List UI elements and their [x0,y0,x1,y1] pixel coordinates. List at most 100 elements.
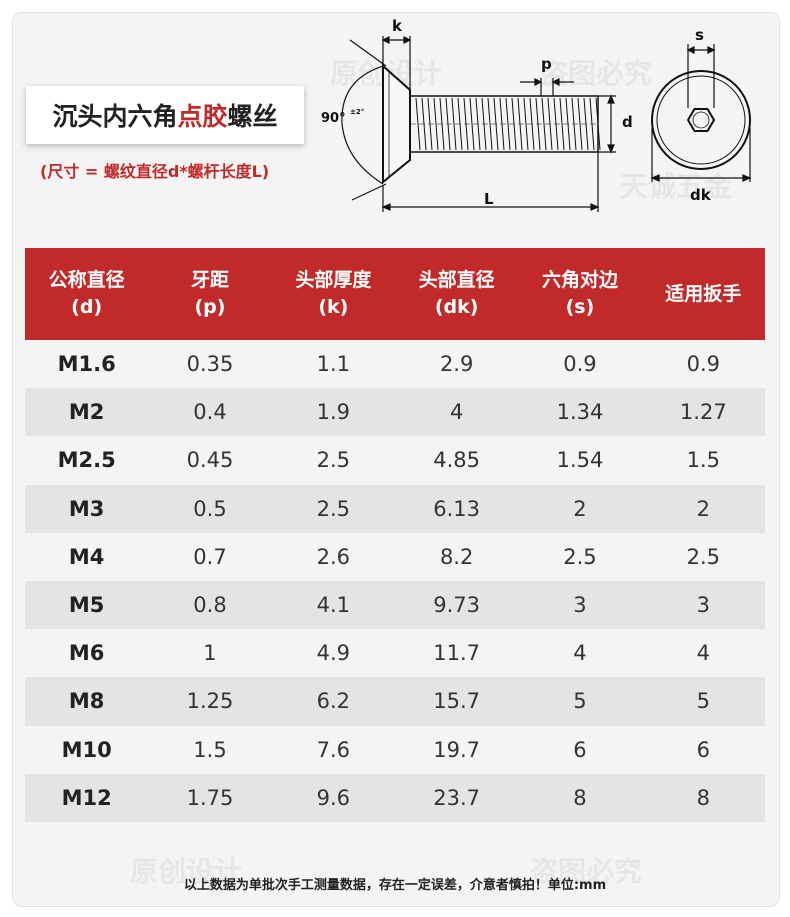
thread-line [535,97,541,151]
column-header-symbol: (p) [194,296,226,318]
size-formula-note: (尺寸 = 螺纹直径d*螺杆长度L) [40,162,270,181]
table-row: M6 1 4.9 11.7 4 4 [25,629,765,678]
value-cell: 6.2 [316,689,351,714]
thread-line [451,97,457,151]
value-cell: 2.5 [316,448,351,473]
thread-line [421,97,427,151]
value-cell: 4 [696,641,710,666]
size-cell: M3 [68,496,105,521]
value-cell: 6 [573,737,587,762]
table-header: 公称直径 (d) 牙距 (p) 头部厚度 (k) 头部直径 (dk) 六角对边 (s) 适用扳手 [25,248,765,340]
thread-line [505,97,511,151]
value-cell: 9.6 [316,785,351,810]
column-header-label: 六角对边 [541,269,618,291]
value-cell: 2.6 [316,544,351,569]
label-L: L [484,190,494,208]
column-header-symbol: (s) [565,296,595,318]
thread-line [475,97,481,151]
size-cell: M8 [68,689,105,714]
value-cell: 2.5 [686,544,720,569]
value-cell: 4.9 [316,641,351,666]
value-cell: 5 [696,689,710,714]
column-header: 头部厚度 (k) [272,248,395,340]
table-row: M5 0.8 4.1 9.73 3 3 [25,580,765,630]
value-cell: 4 [449,400,464,425]
value-cell: 11.7 [433,641,481,666]
table-row: M2.5 0.45 2.5 4.85 1.54 1.5 [25,436,765,485]
value-cell: 6.13 [433,496,481,521]
disclaimer-note: 以上数据为单批次手工测量数据，存在一定误差，介意者慎拍！单位:mm [183,878,607,893]
column-header-symbol: (d) [71,296,103,318]
value-cell: 15.7 [433,689,481,714]
column-header-label: 牙距 [190,269,229,291]
title-part2: 螺丝 [227,102,278,131]
size-cell: M5 [68,593,105,618]
value-cell: 2 [696,496,710,521]
table-row: M1.6 0.35 1.1 2.9 0.9 0.9 [25,340,765,389]
value-cell: 8 [696,785,710,810]
value-cell: 4.85 [433,448,481,473]
thread-line [457,97,463,151]
column-header: 六角对边 (s) [518,248,641,340]
thread-line [565,97,571,151]
label-tolerance: ±2° [350,108,364,116]
value-cell: 1.5 [193,737,227,762]
thread-line [433,97,439,151]
value-cell: 1.25 [186,689,234,714]
thread-line [523,97,529,151]
table-body: M1.6 0.35 1.1 2.9 0.9 0.9 M2 0.4 1.9 4 1.34 1.27 M2.… [25,340,765,822]
thread-line [469,97,475,151]
thread-line [553,97,559,151]
value-cell: 8 [573,785,587,810]
title-highlight: 点胶 [177,102,228,131]
value-cell: 1.54 [556,448,604,473]
value-cell: 1 [203,641,217,666]
value-cell: 0.35 [186,352,234,377]
table-row: M2 0.4 1.9 4 1.34 1.27 [25,388,765,437]
thread-line [439,97,445,151]
thread-line [427,97,433,151]
table-row: M10 1.5 7.6 19.7 6 6 [25,725,765,774]
value-cell: 0.9 [563,352,597,377]
value-cell: 3 [573,593,587,618]
thread-line [541,97,547,151]
value-cell: 2.5 [563,544,597,569]
value-cell: 0.5 [193,496,227,521]
value-cell: 0.8 [193,593,227,618]
value-cell: 0.9 [686,352,720,377]
product-title: 沉头内六角 点胶 螺丝 [26,86,304,144]
label-d: d [622,113,633,131]
thread-line [547,97,553,151]
size-cell: M1.6 [57,352,116,377]
thread-line [511,97,517,151]
label-s: s [695,26,704,44]
thread-line [577,97,583,151]
spec-table: 公称直径 (d) 牙距 (p) 头部厚度 (k) 头部直径 (dk) 六角对边 (s) 适用扳手 M… [25,248,765,822]
column-header: 公称直径 (d) [25,248,148,340]
size-cell: M4 [68,544,105,569]
label-p: p [541,55,552,73]
thread-line [445,97,451,151]
thread-line [493,97,499,151]
thread-line [415,97,421,151]
column-header-symbol: (dk) [434,296,479,318]
label-dk: dk [690,186,712,204]
thread-line [463,97,469,151]
size-cell: M2.5 [57,448,116,473]
thread-line [571,97,577,151]
value-cell: 19.7 [433,737,481,762]
thread-line [481,97,487,151]
value-cell: 5 [573,689,587,714]
table-row: M4 0.7 2.6 8.2 2.5 2.5 [25,532,765,581]
column-header: 牙距 (p) [148,248,271,340]
label-k: k [392,17,403,35]
thread-line [589,97,595,151]
size-cell: M2 [68,400,105,425]
column-header: 适用扳手 [642,248,765,340]
value-cell: 7.6 [316,737,351,762]
value-cell: 4.1 [316,593,351,618]
value-cell: 2.9 [439,352,474,377]
column-header-label: 适用扳手 [665,282,742,305]
screw-diagram: k p d L s dk 90° ±2° [321,17,752,212]
table-row: M8 1.25 6.2 15.7 5 5 [25,677,765,726]
